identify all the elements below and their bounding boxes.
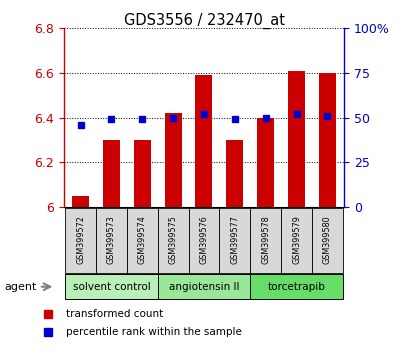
Bar [288, 71, 304, 207]
Text: torcetrapib: torcetrapib [267, 282, 325, 292]
Text: GSM399576: GSM399576 [199, 215, 208, 264]
Bar [219, 208, 249, 273]
Bar [164, 113, 181, 207]
Bar [96, 208, 126, 273]
Bar [72, 196, 89, 207]
Text: GSM399577: GSM399577 [230, 215, 239, 264]
Text: solvent control: solvent control [72, 282, 150, 292]
Bar [318, 73, 335, 207]
Text: GSM399579: GSM399579 [291, 215, 300, 264]
Bar [65, 274, 157, 299]
Text: GSM399578: GSM399578 [261, 215, 270, 264]
Bar [256, 118, 274, 207]
Bar [226, 140, 243, 207]
Text: GSM399580: GSM399580 [322, 215, 331, 263]
Bar [249, 208, 281, 273]
Bar [311, 208, 342, 273]
Text: GSM399572: GSM399572 [76, 215, 85, 264]
Text: transformed count: transformed count [66, 309, 163, 319]
Text: agent: agent [4, 282, 36, 292]
Bar [281, 208, 311, 273]
Bar [157, 274, 249, 299]
Bar [195, 75, 212, 207]
Bar [249, 274, 342, 299]
Text: GSM399574: GSM399574 [137, 215, 146, 264]
Text: percentile rank within the sample: percentile rank within the sample [66, 327, 242, 337]
Bar [157, 208, 188, 273]
Bar [133, 140, 151, 207]
Bar [188, 208, 219, 273]
Text: GSM399573: GSM399573 [107, 215, 116, 264]
Bar [103, 140, 119, 207]
Text: GSM399575: GSM399575 [168, 215, 177, 264]
Text: angiotensin II: angiotensin II [169, 282, 238, 292]
Text: GDS3556 / 232470_at: GDS3556 / 232470_at [124, 12, 285, 29]
Bar [126, 208, 157, 273]
Bar [65, 208, 96, 273]
